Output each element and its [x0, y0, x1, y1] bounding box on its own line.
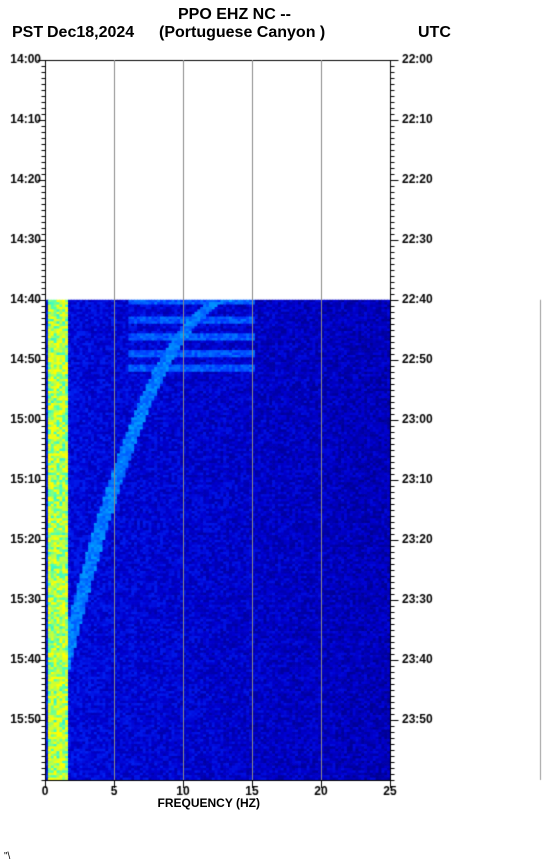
xaxis-label: FREQUENCY (HZ)	[158, 796, 260, 810]
spectrogram-plot	[0, 0, 552, 864]
footer-mark: "\	[4, 851, 10, 862]
